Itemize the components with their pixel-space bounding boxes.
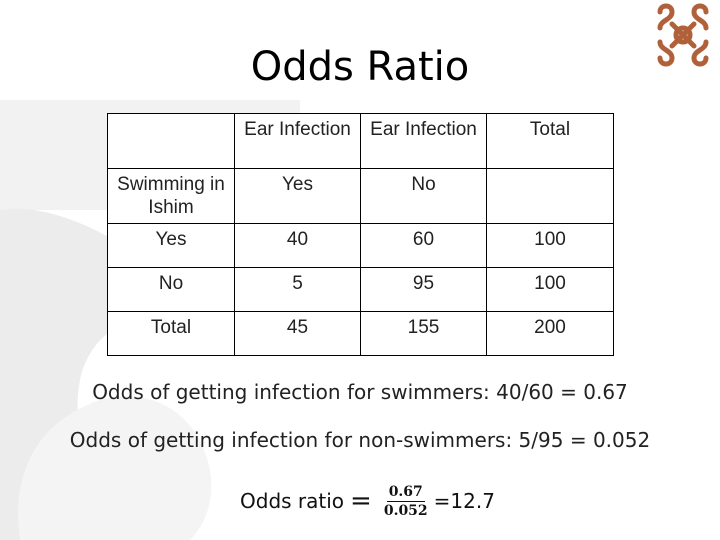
formula-fraction: 0.67 0.052 [382, 484, 430, 519]
formula-result: =12.7 [433, 489, 495, 513]
table-cell: 60 [360, 223, 487, 268]
table-cell: 155 [360, 311, 487, 356]
table-cell: Ear Infection [234, 113, 361, 169]
table-cell: 5 [234, 267, 361, 312]
table-cell: Total [107, 311, 235, 356]
table-cell: 100 [486, 223, 614, 268]
non-swimmers-odds-text: Odds of getting infection for non-swimme… [69, 428, 651, 452]
table-cell: Ear Infection [360, 113, 487, 169]
table-cell: 200 [486, 311, 614, 356]
table-cell [107, 113, 235, 169]
table-row: Total 45 155 200 [107, 311, 614, 356]
table-header-row: Ear Infection Ear Infection Total [107, 113, 614, 169]
table-cell: Total [486, 113, 614, 169]
swimmers-odds-text: Odds of getting infection for swimmers: … [92, 380, 628, 404]
table-cell: 95 [360, 267, 487, 312]
table-cell: Yes [234, 168, 361, 224]
ornamental-knot-logo-icon [657, 3, 709, 67]
table-subheader-row: Swimming in Ishim Yes No [107, 168, 614, 224]
table-row: Yes 40 60 100 [107, 223, 614, 268]
formula-equals: = [350, 486, 372, 516]
formula-numerator: 0.67 [386, 483, 425, 502]
table-cell: 40 [234, 223, 361, 268]
slide-title: Odds Ratio [250, 44, 470, 90]
table-cell: No [360, 168, 487, 224]
table-cell: No [107, 267, 235, 312]
table-cell: Swimming in Ishim [107, 168, 235, 224]
table-row: No 5 95 100 [107, 267, 614, 312]
table-cell: 45 [234, 311, 361, 356]
table-cell: Yes [107, 223, 235, 268]
odds-ratio-formula: Odds ratio = 0.67 0.052 =12.7 [240, 477, 495, 525]
formula-label: Odds ratio [240, 489, 345, 513]
table-cell [486, 168, 614, 224]
table-cell: 100 [486, 267, 614, 312]
formula-denominator: 0.052 [383, 502, 428, 519]
contingency-table: Ear Infection Ear Infection Total Swimmi… [107, 113, 614, 356]
